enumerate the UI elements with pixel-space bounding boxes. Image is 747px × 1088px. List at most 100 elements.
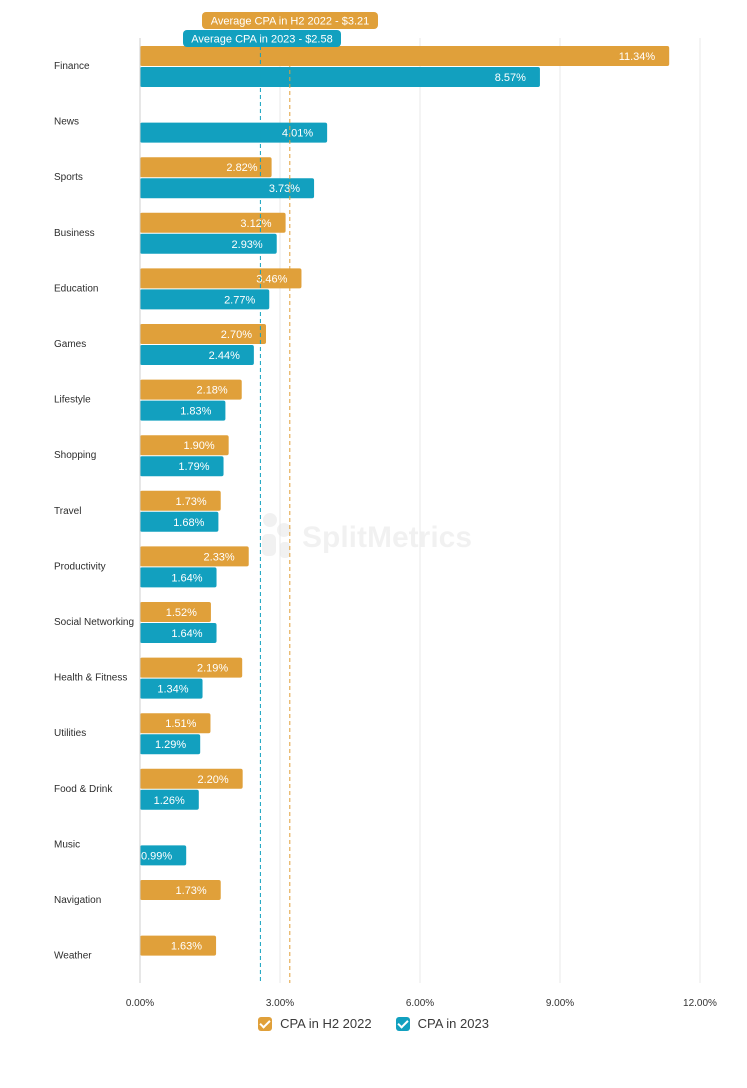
bar-label: 1.79%	[178, 461, 209, 473]
bar-label: 1.34%	[157, 684, 188, 696]
category-label: Lifestyle	[54, 395, 91, 406]
bar-label: 2.82%	[226, 162, 257, 174]
category-label: Shopping	[54, 450, 96, 461]
legend-label: CPA in 2023	[417, 1016, 489, 1031]
category-label: Education	[54, 283, 98, 294]
x-tick-label: 0.00%	[126, 998, 154, 1009]
bar-chart: SplitMetrics 11.34% 8.57% 4.01% 2.82% 3.73% 3…	[54, 12, 717, 1009]
x-tick-label: 6.00%	[406, 998, 434, 1009]
bar	[140, 490, 221, 511]
bar-label: 11.34%	[619, 51, 656, 63]
bar	[140, 178, 315, 199]
legend: CPA in H2 2022 CPA in 2023	[0, 1016, 747, 1031]
category-label: Sports	[54, 172, 83, 183]
bar	[140, 567, 217, 588]
bar	[140, 122, 328, 143]
category-label: Navigation	[54, 895, 101, 906]
bar	[140, 713, 211, 734]
watermark-text: SplitMetrics	[302, 521, 472, 554]
bar-label: 1.73%	[176, 885, 207, 897]
watermark-logo-icon	[262, 513, 291, 558]
bar-label: 1.63%	[171, 941, 202, 953]
bar	[140, 657, 243, 678]
bar	[140, 734, 201, 755]
category-label: Utilities	[54, 728, 86, 739]
bar	[140, 324, 266, 344]
bar-label: 2.44%	[209, 350, 240, 362]
bar	[140, 456, 224, 477]
bar	[140, 435, 229, 456]
bar	[140, 623, 217, 643]
bar-label: 1.26%	[154, 795, 185, 807]
category-label: Productivity	[54, 561, 106, 572]
bar-label: 1.64%	[171, 628, 202, 640]
category-label: Social Networking	[54, 617, 134, 628]
bar-label: 2.19%	[197, 663, 228, 675]
category-label: Travel	[54, 506, 81, 517]
category-label: Finance	[54, 61, 90, 72]
gridlines	[279, 38, 701, 983]
bar-label: 2.33%	[204, 551, 235, 563]
bar	[140, 678, 203, 699]
bar	[140, 789, 199, 810]
x-tick-label: 9.00%	[546, 998, 574, 1009]
category-label: Music	[54, 839, 80, 850]
reference-label-background	[202, 12, 378, 29]
bar-label: 0.99%	[141, 850, 172, 862]
checkbox-icon[interactable]	[258, 1016, 273, 1031]
bar-label: 1.83%	[180, 406, 211, 418]
bar-label: 3.46%	[256, 273, 287, 285]
category-label: Health & Fitness	[54, 673, 127, 684]
bar-label: 1.64%	[171, 572, 202, 584]
bar-label: 1.29%	[155, 739, 186, 751]
x-tick-label: 3.00%	[266, 998, 294, 1009]
legend-label: CPA in H2 2022	[280, 1016, 372, 1031]
bar	[140, 233, 277, 254]
category-label: News	[54, 117, 79, 128]
bar	[140, 400, 226, 421]
category-label: Food & Drink	[54, 784, 113, 795]
x-tick-labels: 0.00% 3.00% 6.00% 9.00% 12.00%	[126, 998, 717, 1009]
reference-label-background	[183, 30, 341, 47]
bar-label: 3.73%	[269, 183, 300, 195]
bar	[140, 345, 254, 365]
bar-label: 8.57%	[495, 72, 526, 84]
category-labels: Finance News Sports Business Education Games L…	[54, 61, 134, 962]
bar-label: 2.20%	[197, 774, 228, 786]
bar	[140, 935, 217, 956]
bar	[140, 379, 242, 400]
bar	[140, 880, 221, 900]
bar	[140, 768, 243, 789]
bars: 11.34% 8.57% 4.01% 2.82% 3.73% 3.12% 2.93% 3.46…	[140, 46, 670, 956]
reference-label: Average CPA in 2023 - $2.58	[191, 34, 332, 46]
bar	[140, 289, 270, 310]
reference-label: Average CPA in H2 2022 - $3.21	[211, 16, 370, 28]
bar	[140, 511, 219, 532]
bar-label: 2.93%	[232, 239, 263, 251]
x-tick-label: 12.00%	[683, 998, 717, 1009]
bar-label: 3.12%	[240, 218, 271, 230]
bar	[140, 212, 286, 233]
bar-label: 2.77%	[224, 294, 255, 306]
bar	[140, 157, 272, 178]
bar-label: 2.18%	[197, 385, 228, 397]
bar	[140, 67, 540, 87]
legend-item-h2-2022[interactable]: CPA in H2 2022	[258, 1016, 372, 1031]
category-label: Business	[54, 228, 95, 239]
bar-label: 1.51%	[165, 718, 196, 730]
bar-label: 1.68%	[173, 517, 204, 529]
legend-item-2023[interactable]: CPA in 2023	[395, 1016, 489, 1031]
bar	[140, 602, 211, 622]
bar-label: 4.01%	[282, 128, 313, 140]
watermark: SplitMetrics	[262, 513, 472, 558]
bar-label: 2.70%	[221, 329, 252, 341]
bar	[140, 46, 670, 66]
category-label: Games	[54, 339, 86, 350]
bar	[140, 845, 187, 866]
bar-label: 1.73%	[176, 496, 207, 508]
category-label: Weather	[54, 951, 92, 962]
bar	[140, 268, 302, 289]
bar-label: 1.52%	[166, 607, 197, 619]
checkbox-icon[interactable]	[395, 1016, 410, 1031]
bar-label: 1.90%	[183, 440, 214, 452]
